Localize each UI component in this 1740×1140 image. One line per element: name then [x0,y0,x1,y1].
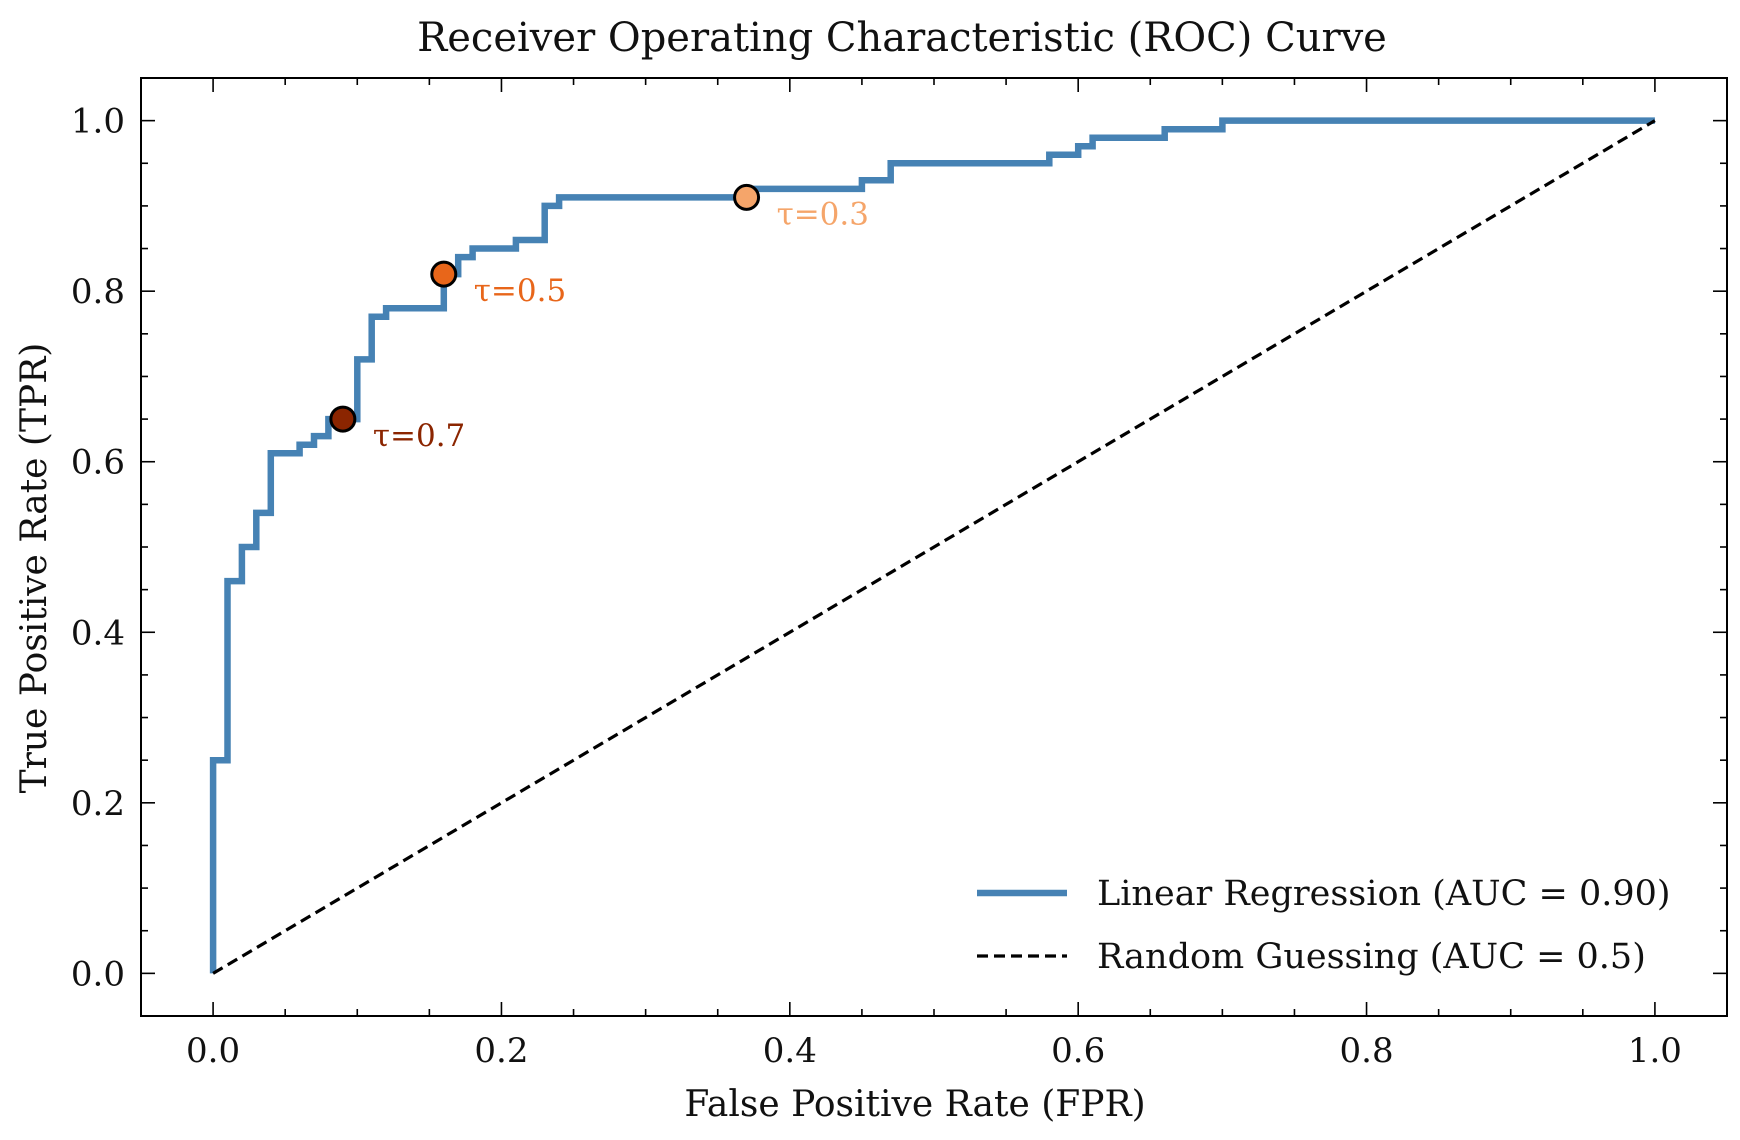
y-tick-label: 0.4 [71,613,125,653]
y-tick-label: 0.6 [71,443,125,483]
threshold-marker-1 [430,260,458,288]
y-tick-label: 0.2 [71,784,125,824]
x-tick-label: 1.0 [1628,1031,1682,1071]
legend-label-random-guessing: Random Guessing (AUC = 0.5) [1097,937,1646,977]
x-tick-label: 0.8 [1340,1031,1394,1071]
series-layer [209,117,1656,975]
x-tick-label: 0.4 [763,1031,817,1071]
chart-title: Receiver Operating Characteristic (ROC) … [417,15,1387,61]
x-tick-label: 0.0 [186,1031,240,1071]
legend-label-linear-regression: Linear Regression (AUC = 0.90) [1097,874,1671,914]
threshold-marker-2 [733,183,761,211]
x-tick-label: 0.2 [474,1031,528,1071]
series-random-guessing [212,119,1656,975]
series-linear-regression [209,117,1655,974]
threshold-label-2: τ=0.3 [777,196,869,232]
threshold-marker-0 [329,405,357,433]
legend: Linear Regression (AUC = 0.90) Random Gu… [977,874,1671,977]
threshold-label-1: τ=0.5 [474,273,566,309]
threshold-label-0: τ=0.7 [373,418,465,454]
axes-ticks: 0.0 0.2 0.4 0.6 0.8 1.0 0.0 0.2 0.4 0.6 0.8 1.0 [71,77,1728,1071]
y-axis-title: True Positive Rate (TPR) [14,343,55,794]
x-axis-title: False Positive Rate (FPR) [684,1084,1145,1125]
y-tick-label: 0.8 [71,272,125,312]
y-tick-label: 1.0 [71,102,125,142]
x-tick-label: 0.6 [1051,1031,1105,1071]
threshold-points: τ=0.7 τ=0.5 τ=0.3 [329,183,869,454]
y-tick-label: 0.0 [71,954,125,994]
